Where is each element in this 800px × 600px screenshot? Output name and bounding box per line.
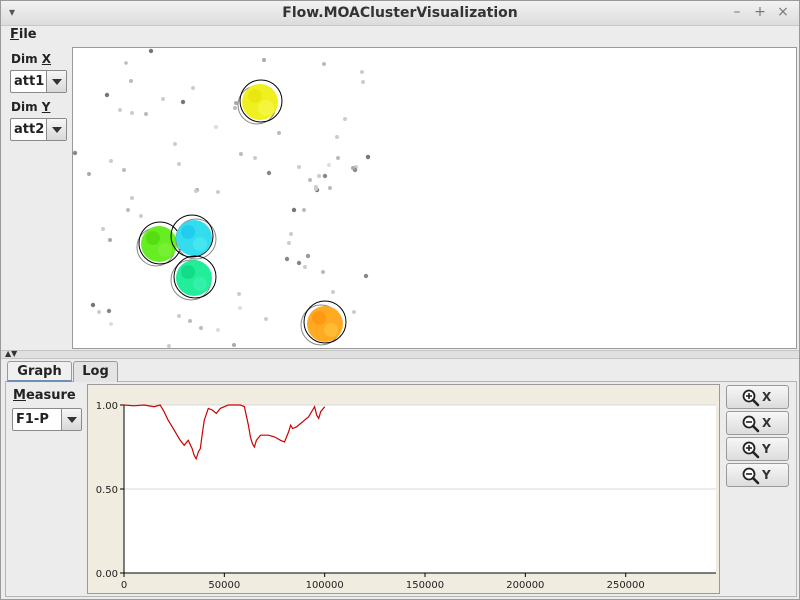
dimension-panel: Dim X att1 Dim Y att2 [1, 47, 73, 349]
x-tick-label: 100000 [306, 580, 344, 591]
dim-y-label: Dim Y [11, 100, 50, 114]
menu-file-label: ile [18, 27, 37, 42]
tab-graph[interactable]: Graph [7, 361, 72, 382]
measure-label-rest: easure [25, 388, 76, 403]
zoom-in-icon [742, 441, 760, 459]
dim-x-select[interactable]: att1 [10, 70, 67, 93]
window-title: Flow.MOAClusterVisualization [282, 5, 518, 21]
measure-mnemonic: M [13, 388, 26, 403]
tab-log[interactable]: Log [73, 361, 118, 382]
cluster-cyan [170, 214, 217, 260]
cluster-green [136, 221, 182, 267]
measure-select[interactable]: F1-P [12, 408, 82, 431]
split-divider[interactable]: ▲▼ [1, 349, 799, 359]
dim-y-mnemonic: Y [41, 100, 51, 114]
cluster-canvas[interactable] [72, 47, 797, 349]
measure-label: Measure [13, 388, 76, 403]
x-tick-label: 200000 [506, 580, 544, 591]
dim-y-select[interactable]: att2 [10, 118, 67, 141]
zoom-axis-label: Y [762, 442, 771, 456]
zoom-out-x-button[interactable]: X [726, 411, 789, 435]
cluster-orange [300, 300, 347, 346]
y-tick-label: 1.00 [96, 401, 118, 412]
zoom-axis-label: X [762, 416, 772, 430]
chevron-down-icon[interactable] [46, 119, 66, 140]
measure-value: F1-P [16, 412, 49, 427]
dim-y-value: att2 [14, 122, 45, 137]
minimize-icon[interactable]: – [733, 4, 741, 20]
chevron-down-icon[interactable] [46, 71, 66, 92]
chevron-down-icon[interactable] [61, 409, 81, 430]
cluster-teal [170, 255, 217, 301]
window-menu-icon[interactable]: ▾ [9, 5, 16, 19]
menu-file[interactable]: File [10, 27, 37, 42]
dim-x-mnemonic: X [41, 52, 52, 66]
close-icon[interactable]: × [777, 4, 789, 20]
dim-x-value: att1 [14, 74, 45, 89]
zoom-in-icon [742, 389, 760, 407]
x-tick-label: 150000 [406, 580, 444, 591]
stream-points [72, 48, 371, 348]
menu-file-mnemonic: F [10, 27, 19, 42]
measure-chart: 1.00 0.50 0.000 50000 100000 150000 200000 2500… [96, 401, 716, 591]
dim-x-prefix: Dim [11, 52, 42, 66]
dim-x-label: Dim X [11, 52, 51, 66]
x-tick-label: 0 [121, 580, 127, 591]
zoom-in-x-button[interactable]: X [726, 385, 789, 409]
cluster-scatter-plot [72, 48, 371, 348]
zoom-out-icon [742, 467, 760, 485]
title-bar: ▾ Flow.MOAClusterVisualization – + × [1, 1, 799, 26]
zoom-out-icon [742, 415, 760, 433]
cluster-yellow [237, 79, 283, 125]
zoom-in-y-button[interactable]: Y [726, 437, 789, 461]
zoom-axis-label: X [762, 390, 772, 404]
menu-bar: File [1, 26, 799, 46]
zoom-axis-label: Y [762, 468, 771, 482]
y-tick-label: 0.50 [96, 485, 118, 496]
series-line [123, 404, 326, 461]
zoom-out-y-button[interactable]: Y [726, 463, 789, 487]
x-tick-label: 250000 [607, 580, 645, 591]
expand-collapse-icon[interactable]: ▲▼ [5, 349, 18, 358]
y-tick-label: 0.00 [96, 569, 118, 580]
maximize-icon[interactable]: + [754, 4, 766, 20]
dim-y-prefix: Dim [11, 100, 42, 114]
x-tick-label: 50000 [208, 580, 240, 591]
graph-panel: 1.00 0.50 0.00 0 50000 100000 150000 200000 2500… [87, 384, 720, 594]
